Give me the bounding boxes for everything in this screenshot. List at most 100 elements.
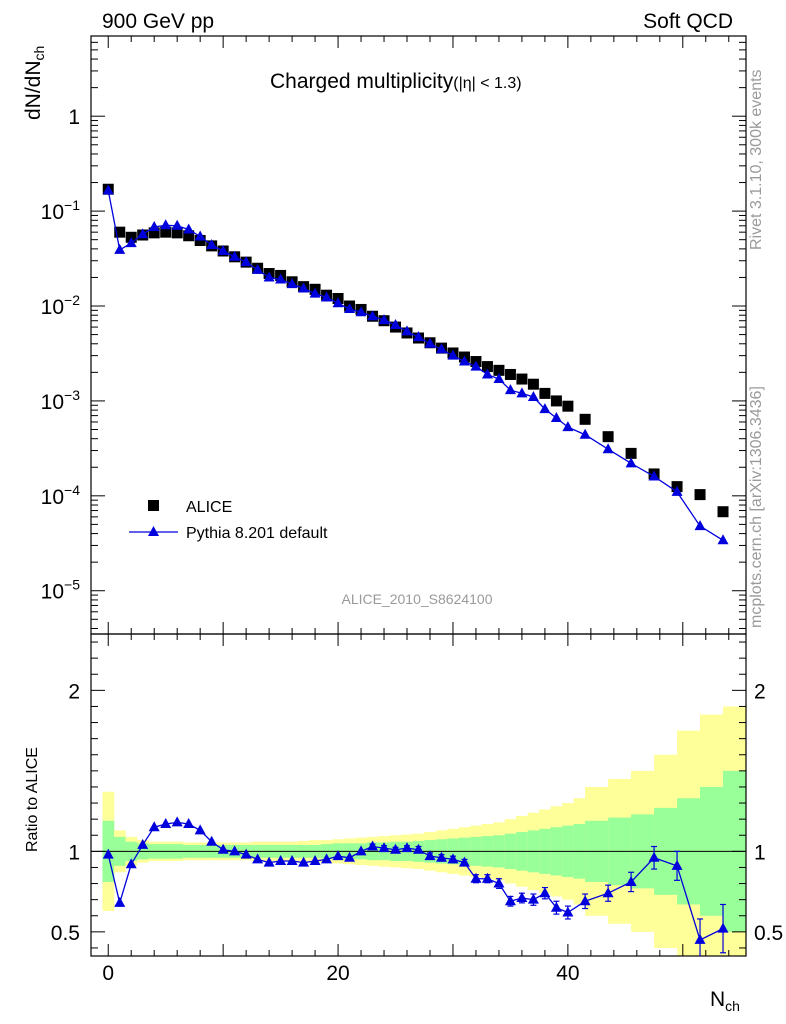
ratio-y-tick-label: 1 — [68, 841, 80, 864]
pythia-data-point — [562, 421, 574, 432]
y-tick-label-base: 10 — [41, 486, 64, 509]
y-tick-label-base: 10 — [41, 201, 64, 224]
alice-data-point — [516, 373, 528, 385]
alice-data-point — [171, 227, 183, 239]
header-left: 900 GeV pp — [102, 10, 214, 33]
y-axis-label: dN/dNch — [22, 46, 47, 120]
ratio-data-point — [252, 853, 264, 864]
pythia-data-point — [694, 520, 706, 531]
ratio-data-point — [390, 843, 402, 854]
chart-title-suffix: (|η| < 1.3) — [453, 75, 521, 92]
pythia-data-point — [114, 243, 126, 254]
alice-data-point — [148, 227, 160, 239]
pythia-data-point — [206, 238, 218, 249]
pythia-data-point — [286, 278, 298, 289]
y-tick-label: 10−5 — [41, 577, 81, 604]
ratio-data-point — [424, 850, 436, 861]
y-tick-label-exponent: −3 — [64, 387, 80, 403]
ratio-data-point — [367, 840, 379, 851]
ratio-data-point — [539, 887, 551, 898]
x-tick-label: 0 — [102, 962, 114, 985]
mcplots-info-text: mcplots.cern.ch [arXiv:1306.3436] — [748, 386, 765, 628]
pythia-data-point — [344, 303, 356, 314]
pythia-data-point — [298, 282, 310, 293]
alice-data-point — [504, 368, 516, 380]
legend-label-alice: ALICE — [186, 499, 232, 516]
pythia-data-point — [527, 390, 539, 401]
alice-data-point — [114, 226, 126, 238]
chart-title: Charged multiplicity(|η| < 1.3) — [270, 70, 522, 93]
pythia-data-point — [435, 343, 447, 354]
pythia-data-point — [183, 223, 195, 234]
legend: ALICE Pythia 8.201 default — [129, 499, 328, 542]
ratio-data-point — [114, 896, 126, 907]
ratio-data-point — [550, 901, 562, 912]
pythia-data-point — [263, 271, 275, 282]
header-right: Soft QCD — [643, 10, 733, 33]
ratio-data-point — [717, 922, 729, 933]
ratio-data-point — [160, 817, 172, 828]
ratio-data-point — [648, 851, 660, 862]
pythia-data-point — [413, 331, 424, 342]
y-tick-label-exponent: −4 — [64, 482, 80, 498]
ratio-data-point — [263, 856, 275, 867]
ratio-data-point — [504, 895, 516, 906]
ratio-data-point — [275, 855, 287, 866]
ratio-data-point — [527, 893, 539, 904]
pythia-data-point — [309, 287, 321, 298]
pythia-data-point — [481, 368, 493, 379]
ratio-data-point — [344, 851, 356, 862]
ratio-plot-frame — [90, 633, 747, 957]
pythia-data-point — [516, 387, 528, 398]
pythia-data-point — [275, 273, 287, 284]
pythia-data-point — [717, 534, 729, 545]
ratio-y-tick-label-right: 2 — [754, 680, 766, 703]
ratio-data-point — [562, 906, 574, 917]
analysis-watermark: ALICE_2010_S8624100 — [341, 591, 492, 607]
y-tick-label-base: 10 — [41, 391, 64, 414]
pythia-data-point — [148, 221, 160, 232]
alice-data-point — [183, 230, 195, 242]
ratio-data-point — [171, 816, 183, 827]
pythia-data-point — [424, 337, 436, 348]
ratio-data-point — [137, 838, 149, 849]
y-axis-label-sub: ch — [31, 46, 47, 61]
ratio-data-point — [148, 821, 160, 832]
alice-data-point — [550, 395, 562, 407]
x-axis-label-sub: ch — [725, 998, 740, 1014]
ratio-data-point — [321, 853, 333, 864]
alice-data-point — [579, 413, 591, 425]
pythia-data-point — [625, 457, 637, 468]
pythia-data-point — [539, 403, 551, 414]
ratio-data-point — [401, 842, 413, 853]
pythia-data-point — [671, 485, 683, 496]
ratio-data-point — [694, 933, 706, 944]
ratio-data-point — [625, 875, 637, 886]
ratio-data-point — [493, 877, 505, 888]
ratio-data-point — [125, 858, 137, 869]
pythia-data-point — [390, 319, 402, 330]
alice-data-point — [602, 431, 614, 443]
alice-data-point — [625, 447, 637, 459]
alice-data-point — [194, 235, 206, 247]
pythia-data-point — [160, 219, 172, 230]
y-tick-label-base: 10 — [41, 581, 64, 604]
alice-data-point — [160, 226, 172, 238]
alice-data-point — [717, 506, 729, 518]
ratio-y-tick-label: 0.5 — [51, 922, 80, 945]
x-tick-label: 20 — [326, 962, 349, 985]
ratio-data-point — [229, 845, 241, 856]
ratio-data-point — [183, 817, 195, 828]
pythia-data-point — [171, 219, 183, 230]
pythia-data-point — [355, 306, 367, 317]
alice-data-point — [539, 387, 551, 399]
alice-data-point — [562, 400, 574, 412]
pythia-data-point — [102, 184, 114, 195]
main-data-layer — [102, 183, 729, 545]
alice-data-point — [481, 361, 493, 373]
ratio-data-point — [602, 887, 614, 898]
pythia-data-point — [252, 263, 264, 274]
ratio-data-point — [309, 855, 321, 866]
y-tick-label-base: 1 — [68, 106, 80, 129]
